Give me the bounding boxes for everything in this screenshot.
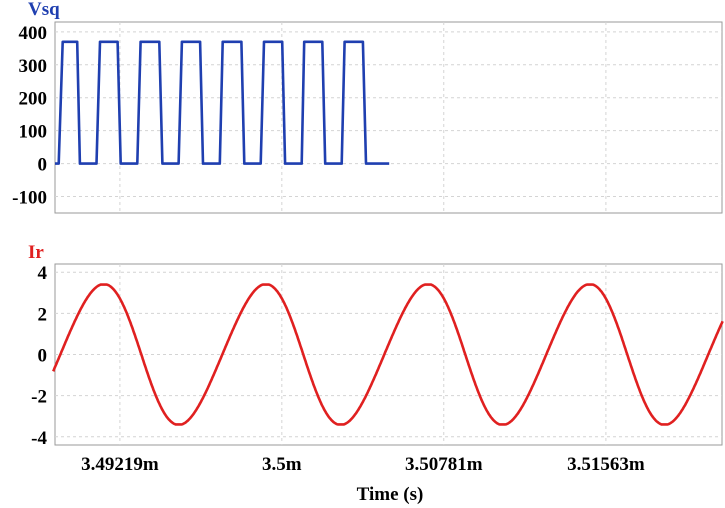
xtick-label: 3.51563m xyxy=(567,454,645,475)
top-chart: 400 300 200 100 0 -100 xyxy=(12,21,723,214)
top-ytick-label: -100 xyxy=(12,188,47,209)
top-ytick-label: 200 xyxy=(19,89,48,110)
bottom-ytick-label: 4 xyxy=(38,263,48,284)
xtick-label: 3.49219m xyxy=(81,454,159,475)
xtick-label: 3.50781m xyxy=(405,454,483,475)
top-chart-title: Vsq xyxy=(28,0,60,20)
x-axis-title: Time (s) xyxy=(357,484,424,505)
bottom-chart: 4 2 0 -2 -4 3.49219m 3.5m 3.50781m 3.51563m xyxy=(31,263,724,475)
bottom-ytick-label: 2 xyxy=(38,304,48,325)
bottom-ytick-label: 0 xyxy=(38,346,48,367)
bottom-chart-title: Ir xyxy=(28,242,44,263)
series-line-vsq xyxy=(55,40,390,165)
xtick-label: 3.5m xyxy=(262,454,302,475)
top-ytick-label: 400 xyxy=(19,23,48,44)
series-line-ir xyxy=(52,283,724,426)
bottom-ytick-label: -4 xyxy=(31,428,47,449)
top-ytick-label: 0 xyxy=(38,155,48,176)
top-ytick-label: 100 xyxy=(19,122,48,143)
top-ytick-label: 300 xyxy=(19,56,48,77)
bottom-ytick-label: -2 xyxy=(31,387,47,408)
top-plot-frame xyxy=(54,21,723,214)
